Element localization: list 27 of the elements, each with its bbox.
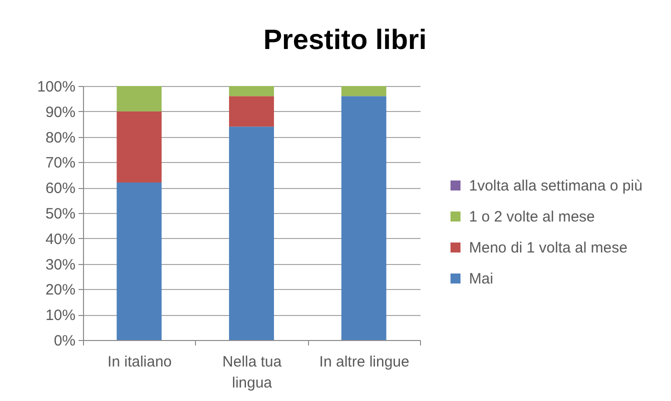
bar <box>116 111 162 183</box>
legend-label: 1 o 2 volte al mese <box>469 208 595 226</box>
bar <box>229 126 274 340</box>
y-tick-label: 0% <box>54 332 76 350</box>
x-tick-label: In altre lingue <box>319 354 410 370</box>
bar <box>341 96 386 340</box>
y-tick-label: 40% <box>45 230 76 248</box>
y-tick-label: 20% <box>45 282 76 299</box>
x-tick-label: Nella tua lingua <box>222 354 282 392</box>
y-tick-label: 80% <box>45 129 76 146</box>
y-tick-label: 30% <box>45 256 76 274</box>
bar <box>341 86 386 96</box>
chart-title: Prestito libri <box>263 24 427 55</box>
y-tick-label: 90% <box>45 104 76 121</box>
bar <box>229 96 274 127</box>
y-tick-label: 50% <box>45 206 76 222</box>
bar <box>116 86 162 112</box>
y-tick-label: 70% <box>45 154 76 172</box>
bar <box>229 86 274 96</box>
y-tick-label: 100% <box>37 78 76 96</box>
legend-label: Meno di 1 volta al mese <box>469 240 628 256</box>
x-tick-label: In italiano <box>108 354 172 370</box>
bar <box>116 182 162 340</box>
y-tick-label: 60% <box>45 180 76 198</box>
legend-label: Mai <box>469 270 494 288</box>
y-tick-label: 10% <box>45 307 76 324</box>
legend-label: 1volta alla settimana o più <box>469 178 642 194</box>
